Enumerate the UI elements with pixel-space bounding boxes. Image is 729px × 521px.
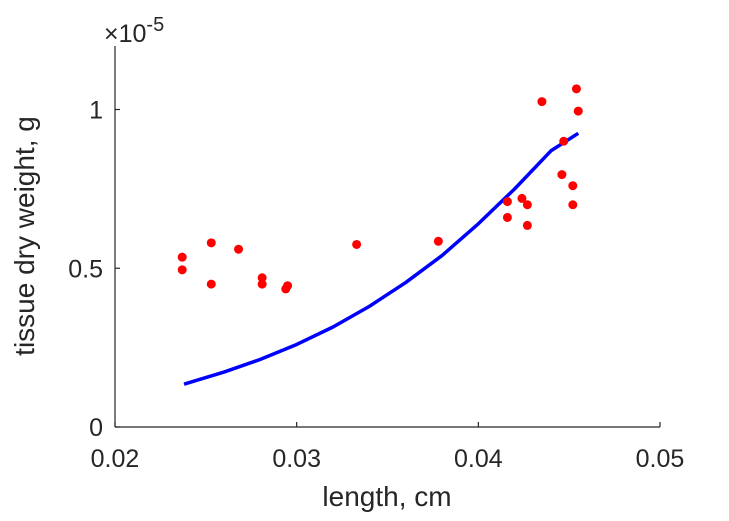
x-tick-label: 0.05 [636, 445, 685, 473]
y-tick-label: 0.5 [68, 255, 103, 283]
exponent-label: ×10-5 [104, 14, 164, 48]
data-point [522, 220, 532, 230]
data-point [573, 106, 583, 116]
x-tick-label: 0.02 [91, 445, 140, 473]
data-point [177, 265, 187, 275]
data-point [557, 170, 567, 180]
data-point [433, 236, 443, 246]
data-point [206, 279, 216, 289]
data-point [177, 252, 187, 262]
exponent-power: -5 [146, 14, 164, 36]
data-point [559, 136, 569, 146]
x-tick-label: 0.03 [272, 445, 321, 473]
data-point [537, 97, 547, 107]
data-point [234, 244, 244, 254]
y-tick-label: 0 [89, 414, 103, 442]
data-point [568, 200, 578, 210]
data-point [206, 238, 216, 248]
axes [114, 46, 660, 428]
data-point [522, 200, 532, 210]
data-point [571, 84, 581, 94]
ticks: 0.02 0.03 0.04 0.05 0 0.5 1 [68, 97, 684, 474]
x-tick-label: 0.04 [454, 445, 503, 473]
y-axis-title: tissue dry weight, g [9, 116, 40, 356]
x-axis-title: length, cm [322, 481, 451, 512]
exponent-base: ×10 [104, 20, 146, 48]
fit-curve-line [183, 131, 580, 386]
data-point [568, 181, 578, 191]
plot-area [177, 84, 583, 386]
data-point [352, 239, 362, 249]
data-point [257, 273, 267, 283]
data-point [283, 281, 293, 291]
data-point [502, 212, 512, 222]
svg-text:×10-5: ×10-5 [104, 14, 164, 48]
y-tick-label: 1 [89, 97, 103, 125]
data-point [257, 279, 267, 289]
data-point [502, 197, 512, 207]
data-point [517, 193, 527, 203]
